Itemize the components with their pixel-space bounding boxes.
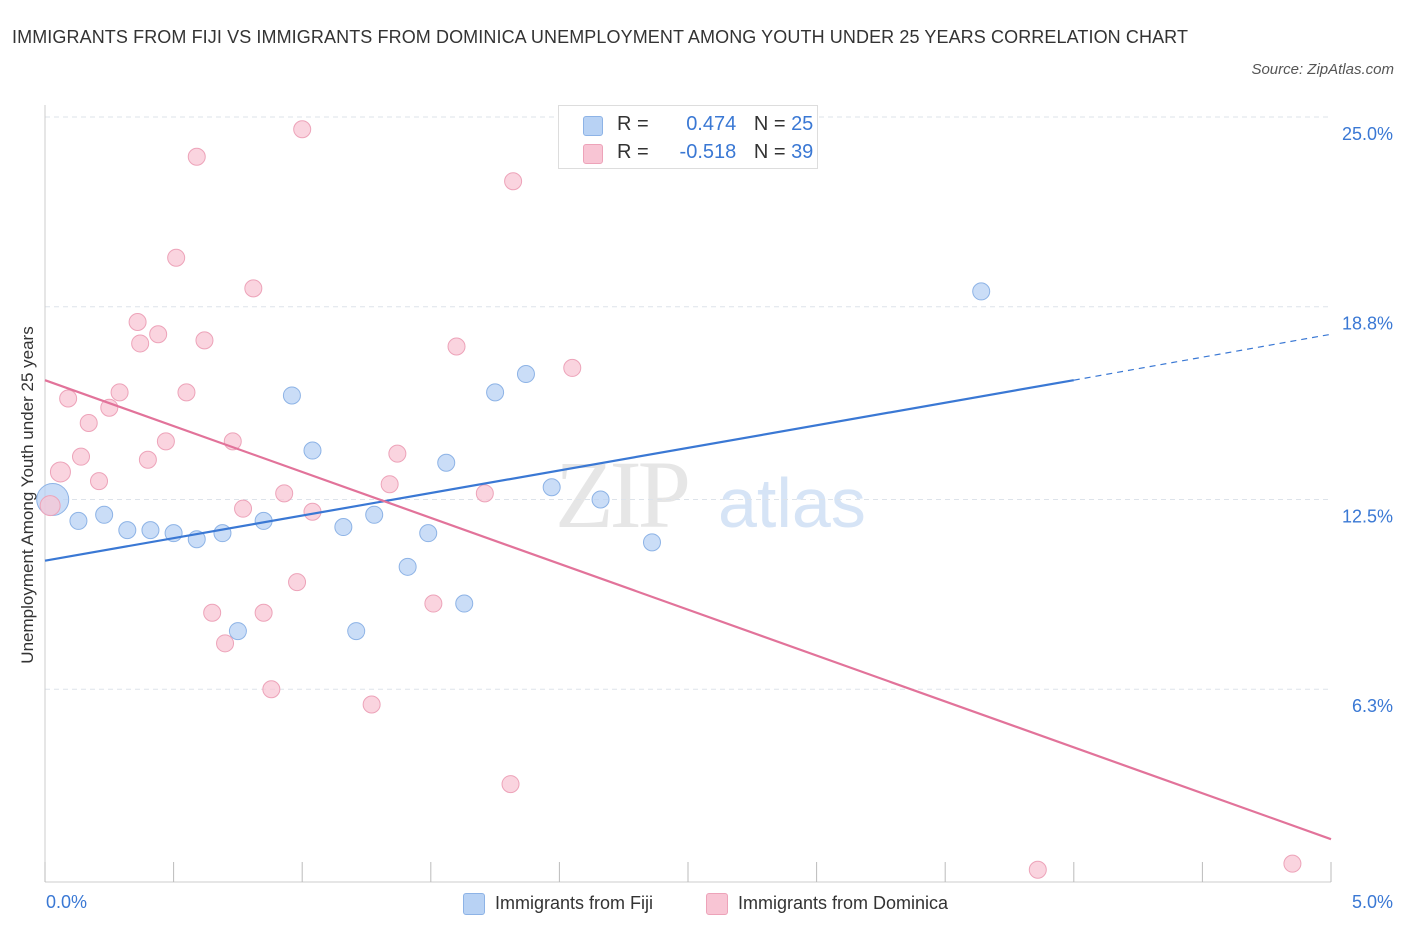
fiji-point-14 [365,505,384,524]
dominica-point-25 [288,573,307,592]
y-tick-label-1: 12.5% [1342,507,1393,527]
fiji-point-20 [516,365,535,384]
dominica-point-30 [388,444,407,463]
legend-row-fiji-text: R = 0.474 N = 25 [617,111,813,137]
dominica-point-5 [90,472,109,491]
dominica-point-32 [447,337,466,356]
dominica-point-28 [362,695,381,714]
fiji-point-22 [591,490,610,509]
dominica-point-37 [1028,860,1047,879]
dominica-legend-swatch [706,893,728,915]
fiji-legend-swatch [463,893,485,915]
dominica-point-15 [187,147,206,166]
correlation-legend: R = 0.474 N = 25 R = -0.518 N = 39 [558,105,818,169]
fiji-point-4 [141,521,160,540]
dominica-point-7 [110,383,129,402]
y-tick-label-0: 6.3% [1352,696,1393,716]
fiji-point-3 [118,521,137,540]
dominica-point-38 [1283,854,1302,873]
dominica-point-36 [563,358,582,377]
dominica-point-12 [156,432,175,451]
fiji-point-11 [303,441,322,460]
legend-row-dominica-text: R = -0.518 N = 39 [617,139,813,165]
fiji-point-19 [486,383,505,402]
fiji-point-2 [95,505,114,524]
fiji-r-label: R = [617,113,649,135]
dominica-point-8 [128,313,147,332]
fiji-legend-label: Immigrants from Fiji [495,893,654,913]
x-tick-label-min: 0.0% [46,892,87,912]
dominica-point-18 [216,634,235,653]
dominica-point-3 [72,447,91,466]
fiji-n-value: 25 [791,113,814,135]
y-tick-label-2: 18.8% [1342,314,1393,334]
dominica-r-value: -0.518 [679,141,737,163]
dominica-point-34 [501,775,520,794]
fiji-r-value: 0.474 [686,113,737,135]
fiji-swatch [583,116,603,136]
dominica-point-4 [79,414,98,432]
source-note: Source: ZipAtlas.com [1251,61,1394,78]
fiji-point-16 [419,524,438,543]
watermark-zip: ZIP [555,441,688,548]
chart-title: IMMIGRANTS FROM FIJI VS IMMIGRANTS FROM … [12,27,1189,47]
fiji-trend-line-extension [1073,333,1332,381]
fiji-point-10 [282,386,301,405]
dominica-point-23 [262,680,281,699]
dominica-point-24 [275,484,294,503]
fiji-point-12 [334,518,353,537]
dominica-r-label: R = [617,141,649,163]
fiji-point-15 [398,557,417,576]
dominica-point-33 [475,484,494,503]
fiji-point-24 [972,282,991,301]
dominica-legend-label: Immigrants from Dominica [738,893,949,913]
dominica-point-17 [203,603,222,622]
fiji-point-21 [542,478,561,497]
dominica-point-9 [131,334,150,353]
dominica-swatch [583,144,603,164]
dominica-point-16 [195,331,214,350]
dominica-point-29 [380,475,399,494]
fiji-point-18 [455,594,474,613]
fiji-n-label: N = [753,113,786,135]
dominica-point-20 [234,499,253,518]
dominica-point-6 [100,398,119,417]
fiji-point-13 [347,622,366,641]
dominica-n-value: 39 [791,141,814,163]
y-tick-label-3: 25.0% [1342,124,1393,144]
dominica-point-11 [149,325,168,344]
dominica-point-31 [424,594,443,613]
dominica-point-35 [504,172,523,191]
series-legend: Immigrants from Fiji Immigrants from Dom… [0,888,1406,918]
dominica-point-10 [138,450,157,469]
dominica-point-2 [59,389,78,408]
dominica-point-0 [39,495,61,517]
fiji-point-23 [642,533,661,552]
dominica-n-label: N = [753,141,786,163]
dominica-trend-line [44,379,1332,841]
x-tick-label-max: 5.0% [1352,892,1393,912]
fiji-point-17 [437,453,456,472]
fiji-point-8 [228,622,247,641]
dominica-point-1 [49,461,71,483]
watermark-atlas: atlas [718,464,866,542]
fiji-point-7 [213,524,232,543]
dominica-point-22 [254,603,273,622]
fiji-trend-line [44,379,1074,562]
dominica-point-26 [293,120,312,139]
fiji-point-1 [69,511,88,530]
dominica-point-14 [177,383,196,402]
dominica-point-21 [244,279,263,298]
dominica-point-13 [167,248,186,267]
